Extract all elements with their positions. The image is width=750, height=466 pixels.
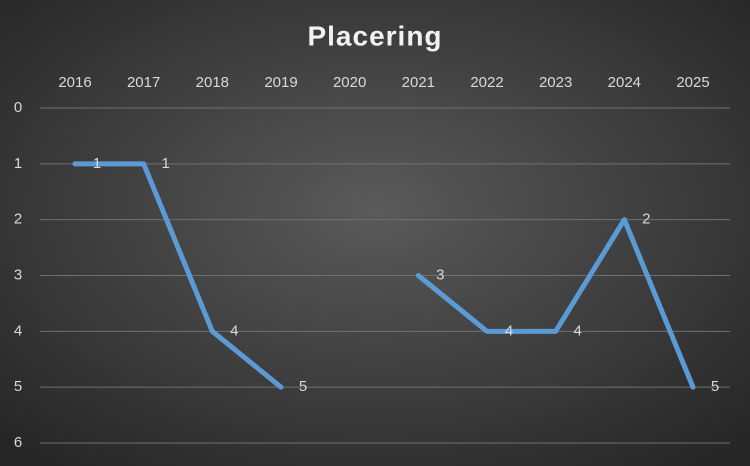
y-tick-label: 1 — [14, 155, 22, 172]
y-tick-label: 3 — [14, 266, 22, 283]
data-label: 5 — [299, 378, 307, 395]
x-tick-label: 2018 — [196, 74, 229, 91]
x-tick-label: 2020 — [333, 74, 366, 91]
x-tick-label: 2022 — [470, 74, 503, 91]
data-label: 4 — [573, 322, 581, 339]
data-label: 3 — [436, 266, 444, 283]
x-tick-label: 2017 — [127, 74, 160, 91]
x-tick-label: 2019 — [264, 74, 297, 91]
y-tick-label: 5 — [14, 378, 22, 395]
chart-title: Placering — [307, 20, 442, 51]
x-tick-label: 2025 — [676, 74, 709, 91]
x-tick-label: 2016 — [58, 74, 91, 91]
y-tick-label: 6 — [14, 434, 22, 451]
x-tick-label: 2021 — [402, 74, 435, 91]
y-tick-label: 4 — [14, 322, 22, 339]
data-label: 2 — [642, 211, 650, 228]
y-tick-label: 2 — [14, 211, 22, 228]
data-label: 4 — [505, 322, 513, 339]
x-tick-label: 2023 — [539, 74, 572, 91]
data-label: 1 — [161, 155, 169, 172]
data-label: 5 — [711, 378, 719, 395]
data-label: 4 — [230, 322, 238, 339]
y-tick-label: 0 — [14, 99, 22, 116]
line — [72, 161, 696, 390]
x-tick-label: 2024 — [608, 74, 641, 91]
data-label: 1 — [93, 155, 101, 172]
